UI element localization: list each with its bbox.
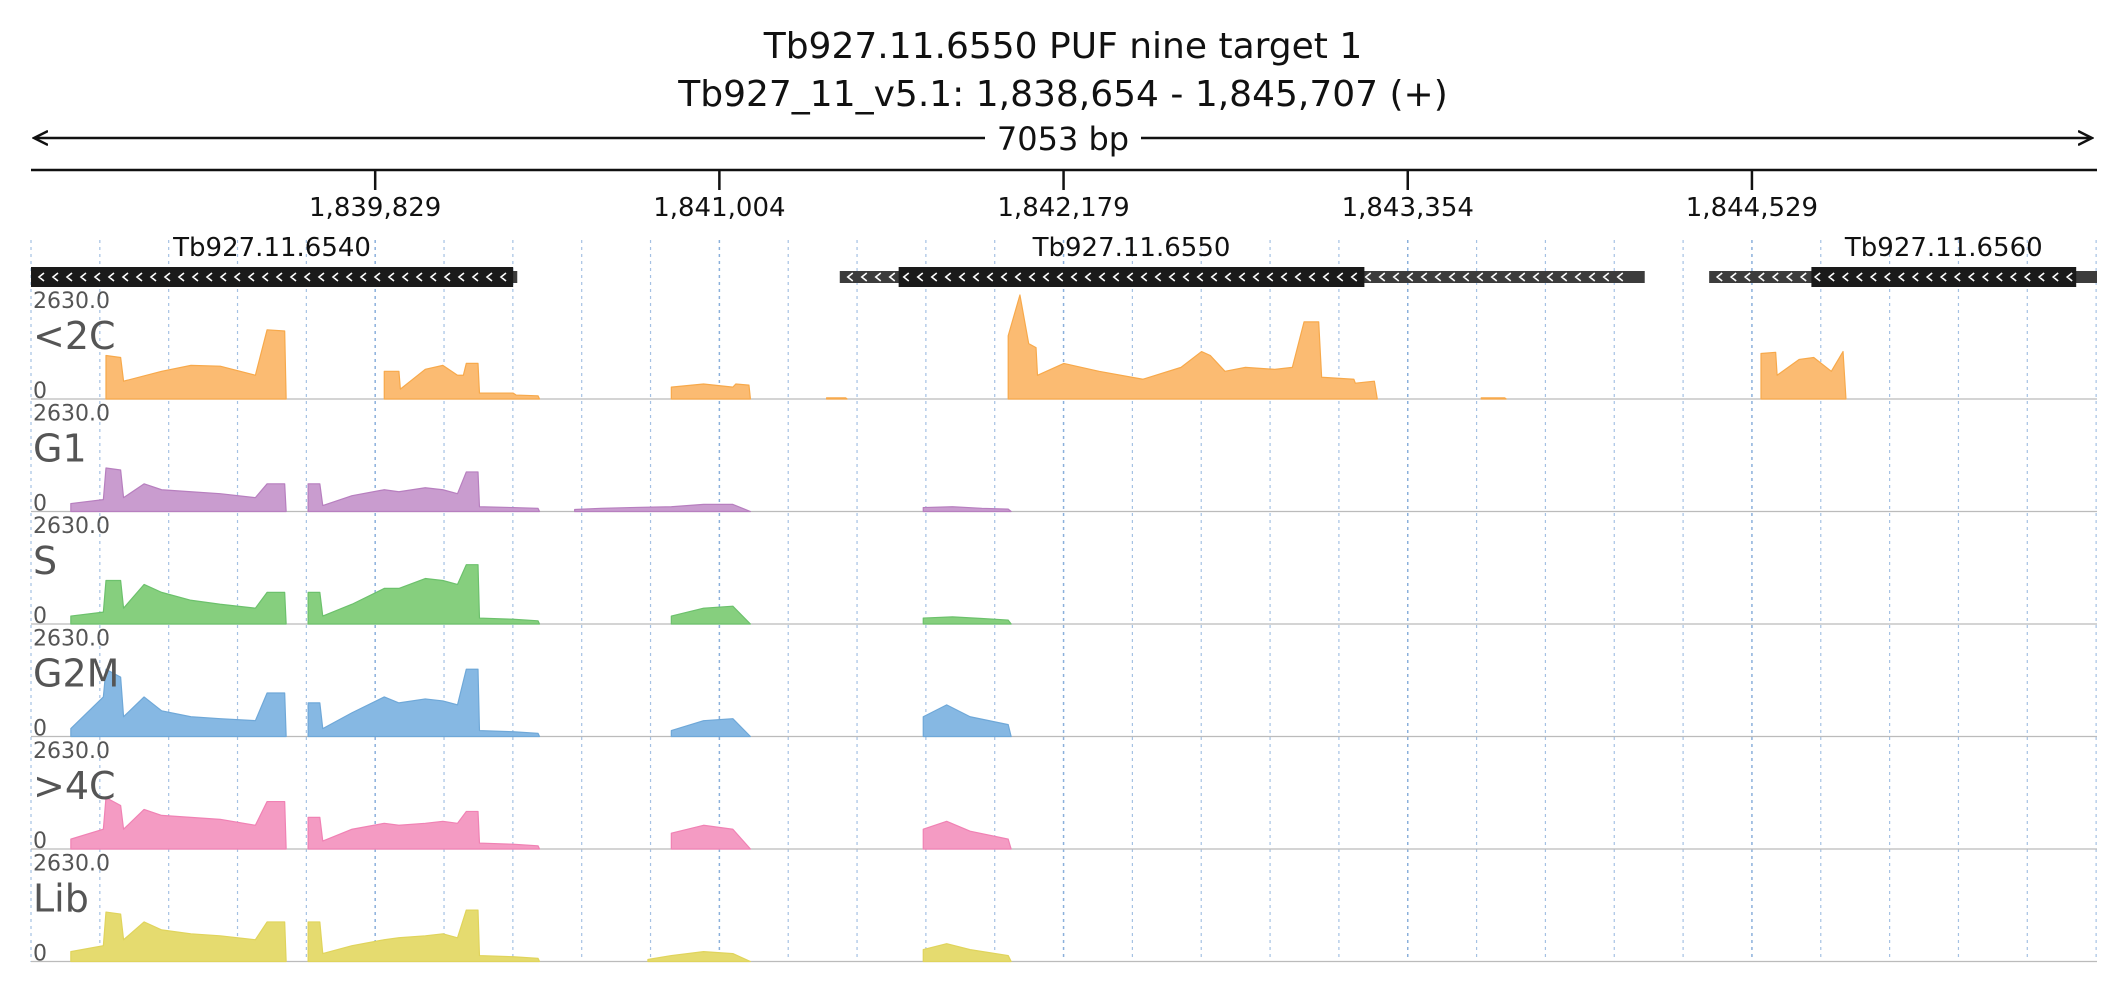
ruler-tick-label: 1,842,179 xyxy=(997,193,1129,223)
coverage-track: 2630.0 0 S xyxy=(31,514,2097,629)
gene-cds xyxy=(1811,267,2077,287)
coverage-track: 2630.0 0 G2M xyxy=(31,627,2097,742)
gene-label: Tb927.11.6540 xyxy=(172,233,371,263)
ruler: 1,839,829 1,841,004 1,842,179 1,843,354 1,84… xyxy=(309,170,1818,223)
track-name: Lib xyxy=(33,877,89,921)
ruler-tick-label: 1,844,529 xyxy=(1686,193,1818,223)
coverage-track: 2630.0 0 Lib xyxy=(31,852,2097,967)
coverage-area xyxy=(70,668,1012,738)
track-min-label: 0 xyxy=(33,604,47,629)
coverage-area xyxy=(70,467,1012,513)
gene-label: Tb927.11.6550 xyxy=(1032,233,1231,263)
span-label: 7053 bp xyxy=(997,120,1129,158)
track-min-label: 0 xyxy=(33,717,47,742)
gene-cds xyxy=(31,267,514,287)
coverage-track: 2630.0 0 >4C xyxy=(31,739,2097,854)
gene-cds xyxy=(898,267,1365,287)
track-min-label: 0 xyxy=(33,942,47,967)
track-max-label: 2630.0 xyxy=(33,627,110,652)
track-max-label: 2630.0 xyxy=(33,289,110,314)
ruler-tick-label: 1,841,004 xyxy=(653,193,785,223)
track-max-label: 2630.0 xyxy=(33,739,110,764)
gridlines xyxy=(30,240,2097,962)
track-min-label: 0 xyxy=(33,379,47,404)
ruler-tick-label: 1,843,354 xyxy=(1342,193,1474,223)
strand-chevrons xyxy=(846,272,1624,282)
track-min-label: 0 xyxy=(33,492,47,517)
coverage-area xyxy=(70,564,1012,625)
strand-chevrons xyxy=(37,272,507,282)
track-name: >4C xyxy=(33,764,116,808)
track-name: G2M xyxy=(33,652,119,696)
gene-track: Tb927.11.6540 Tb927.11.6550 Tb927.11.6560 xyxy=(31,233,2097,287)
coverage-area xyxy=(70,909,1012,963)
strand-chevrons xyxy=(1715,272,2073,282)
title-line-1: Tb927.11.6550 PUF nine target 1 xyxy=(763,26,1363,67)
track-name: G1 xyxy=(33,427,87,471)
track-max-label: 2630.0 xyxy=(33,514,110,539)
gene-label: Tb927.11.6560 xyxy=(1844,233,2043,263)
track-max-label: 2630.0 xyxy=(33,852,110,877)
coverage-tracks: 2630.00<2C2630.00G12630.00S2630.00G2M263… xyxy=(31,289,2097,967)
coverage-track: 2630.0 0 G1 xyxy=(31,402,2097,517)
track-min-label: 0 xyxy=(33,829,47,854)
track-name: S xyxy=(33,539,57,583)
coverage-track: 2630.0 0 <2C xyxy=(31,289,2097,404)
coverage-area xyxy=(70,796,1012,850)
span-label-background xyxy=(985,119,1141,157)
track-name: <2C xyxy=(33,314,116,358)
track-max-label: 2630.0 xyxy=(33,402,110,427)
coverage-area xyxy=(105,294,1847,400)
title-line-2: Tb927_11_v5.1: 1,838,654 - 1,845,707 (+) xyxy=(677,74,1448,115)
ruler-tick-label: 1,839,829 xyxy=(309,193,441,223)
